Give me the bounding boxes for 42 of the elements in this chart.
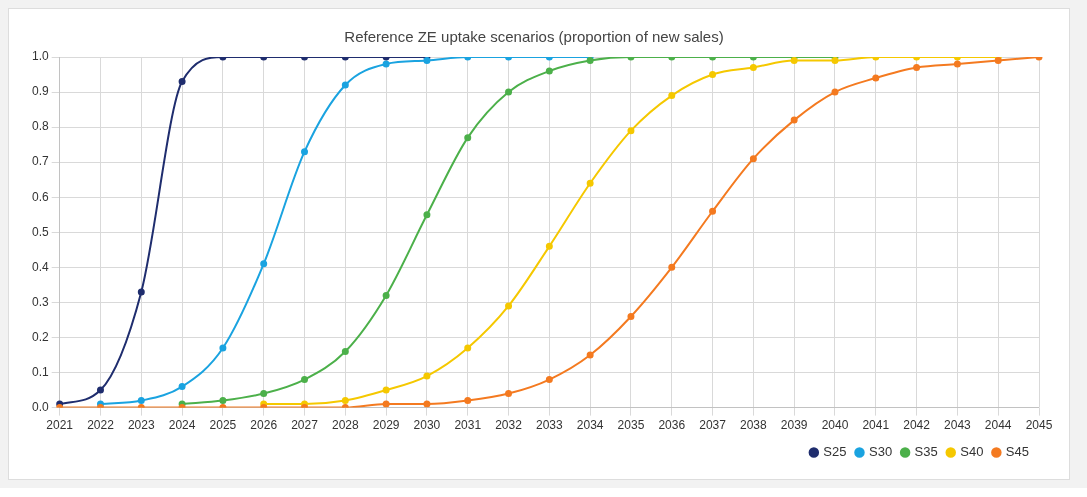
y-tick-label: 0.2 [31, 329, 49, 344]
x-tick-label: 2032 [495, 418, 523, 433]
legend-label: S35 [914, 444, 938, 460]
y-tick-label: 0.8 [31, 119, 49, 134]
y-tick-label: 0.4 [31, 259, 49, 274]
x-tick-label: 2031 [454, 418, 482, 433]
x-tick-label: 2045 [1025, 418, 1053, 433]
y-tick-label: 0.5 [31, 224, 49, 239]
x-tick-label: 2022 [87, 418, 115, 433]
chart-title: Reference ZE uptake scenarios (proportion of new sales) [344, 28, 724, 46]
x-tick-label: 2028 [331, 418, 359, 433]
x-tick-label: 2037 [699, 418, 727, 433]
y-tick-label: 0.1 [31, 364, 49, 379]
y-tick-label: 0.3 [31, 294, 49, 309]
x-tick-label: 2030 [413, 418, 441, 433]
x-tick-label: 2023 [127, 418, 155, 433]
y-tick-label: 0.0 [31, 399, 49, 414]
x-tick-label: 2035 [617, 418, 645, 433]
x-tick-label: 2033 [535, 418, 564, 433]
y-tick-label: 0.6 [31, 189, 49, 204]
y-tick-label: 1.0 [31, 49, 49, 64]
x-tick-label: 2024 [168, 418, 196, 433]
x-tick-label: 2039 [780, 418, 808, 433]
legend-label: S45 [1005, 444, 1030, 460]
x-tick-label: 2027 [291, 418, 319, 433]
x-tick-label: 2021 [46, 418, 74, 433]
y-tick-label: 0.7 [31, 154, 49, 169]
x-tick-label: 2038 [740, 418, 768, 433]
legend-label: S25 [823, 444, 847, 460]
x-tick-label: 2025 [209, 418, 237, 433]
x-tick-label: 2044 [984, 418, 1012, 433]
x-tick-label: 2026 [250, 418, 278, 433]
x-tick-label: 2034 [576, 418, 604, 433]
x-tick-label: 2042 [903, 418, 931, 433]
x-tick-label: 2041 [862, 418, 890, 433]
legend-label: S40 [960, 444, 984, 460]
y-tick-label: 0.9 [31, 84, 49, 99]
x-tick-label: 2029 [372, 418, 400, 433]
x-tick-label: 2043 [944, 418, 972, 433]
x-tick-label: 2040 [821, 418, 849, 433]
x-tick-label: 2036 [658, 418, 686, 433]
legend-label: S30 [868, 444, 893, 460]
